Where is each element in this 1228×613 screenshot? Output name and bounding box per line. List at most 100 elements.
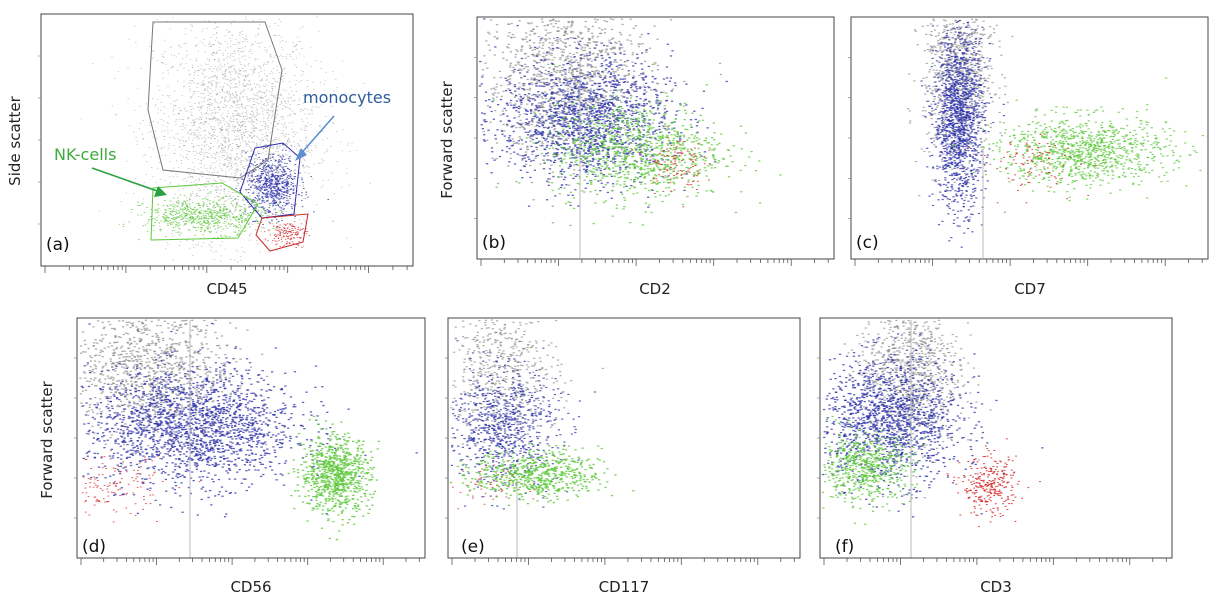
point [265,194,268,196]
point [266,217,269,219]
point [221,89,224,90]
point [245,16,247,18]
point [569,26,573,28]
point [178,227,180,229]
point [233,65,235,67]
point [239,84,241,85]
point [199,68,201,70]
point [216,37,218,39]
point [182,124,184,126]
point [216,204,219,206]
point [265,84,267,86]
point [236,179,238,181]
point [191,191,193,193]
point [605,91,608,93]
point [285,133,288,135]
point [251,118,253,120]
point [211,157,213,158]
point [191,125,194,127]
point [260,95,262,97]
point [282,191,285,193]
point [240,153,242,155]
point [571,69,574,71]
point [608,41,611,43]
point [167,206,169,207]
point [238,205,240,207]
point [211,76,213,78]
point [216,31,218,33]
point [209,200,211,202]
point [299,53,301,55]
point [604,51,607,53]
point [258,72,260,74]
point [296,45,298,47]
point [219,122,221,124]
point [257,182,259,184]
point [275,244,277,246]
point [152,50,154,52]
point [327,179,330,181]
point [264,188,266,190]
point [215,151,218,153]
point [495,142,499,144]
point [200,171,202,173]
point [203,124,205,125]
point [176,160,178,162]
point [297,232,299,234]
point [255,145,258,146]
point [285,200,288,202]
point [276,69,278,71]
point [531,53,534,56]
point [204,45,206,47]
point [537,102,540,104]
point [229,144,231,145]
point [541,143,544,145]
point [292,237,295,239]
point [257,151,259,153]
point [333,90,335,91]
point [201,144,203,146]
point [273,96,275,97]
point [249,132,252,133]
point [668,167,671,170]
point [285,149,287,151]
point [629,18,632,20]
point [261,186,264,188]
point [224,64,226,65]
point [223,66,225,67]
point [206,85,208,87]
point [183,212,185,214]
point [580,46,584,48]
point [226,92,228,93]
point [225,195,227,196]
point [588,51,591,53]
point [593,72,596,74]
point [247,121,250,122]
point [495,38,499,40]
point [239,170,242,171]
point [581,73,584,75]
point [276,181,278,183]
point [208,153,210,154]
point [291,225,293,227]
point [301,177,303,179]
point [229,160,231,162]
point [254,41,256,42]
point [238,219,241,220]
point [201,176,203,177]
point [326,149,328,150]
point [238,124,240,125]
point [285,143,287,144]
point [250,151,253,152]
point [233,77,235,79]
point [270,183,273,185]
point [197,106,199,108]
point [273,56,275,58]
point [263,178,266,180]
point [229,217,231,218]
point [285,107,287,109]
point [571,37,574,39]
point [216,101,218,103]
point [306,125,308,127]
point [610,125,613,127]
